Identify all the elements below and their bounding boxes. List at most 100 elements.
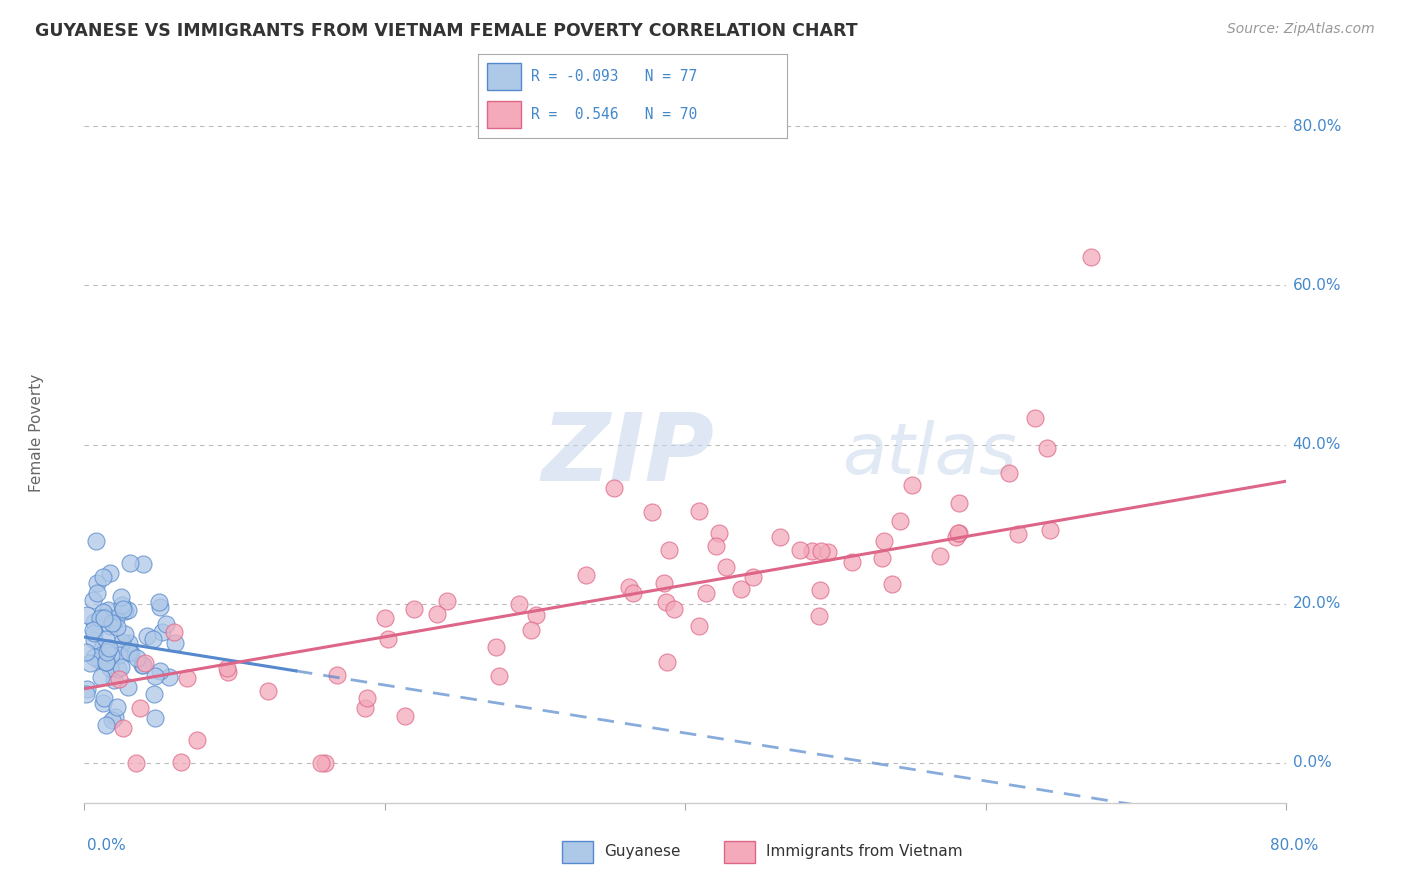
Point — [108, 672, 131, 686]
Point — [143, 668, 166, 682]
Point — [101, 713, 124, 727]
Point — [524, 608, 547, 623]
Text: R = -0.093   N = 77: R = -0.093 N = 77 — [530, 69, 697, 84]
Point — [730, 582, 752, 597]
Point — [217, 665, 239, 680]
Point — [114, 627, 136, 641]
Text: GUYANESE VS IMMIGRANTS FROM VIETNAM FEMALE POVERTY CORRELATION CHART: GUYANESE VS IMMIGRANTS FROM VIETNAM FEMA… — [35, 22, 858, 40]
Point — [93, 696, 115, 710]
Point — [97, 641, 120, 656]
Point — [889, 515, 911, 529]
Point — [110, 591, 132, 605]
Point — [118, 645, 141, 659]
Point — [873, 533, 896, 548]
Point — [882, 577, 904, 591]
Point — [93, 653, 115, 667]
Bar — [488, 62, 522, 90]
Point — [704, 540, 727, 554]
Point — [150, 624, 173, 639]
Point — [655, 595, 678, 609]
Point — [354, 701, 377, 715]
Point — [508, 597, 530, 611]
Point — [98, 661, 121, 675]
Point — [603, 481, 626, 495]
Text: Guyanese: Guyanese — [605, 845, 681, 859]
Point — [186, 733, 208, 747]
Point — [93, 691, 115, 706]
Point — [117, 603, 139, 617]
Point — [640, 505, 662, 519]
Point — [89, 611, 111, 625]
Point — [110, 659, 132, 673]
Point — [149, 600, 172, 615]
Point — [107, 662, 129, 676]
Text: 80.0%: 80.0% — [1292, 119, 1341, 134]
Point — [841, 555, 863, 569]
Point — [215, 661, 238, 675]
Point — [84, 533, 107, 548]
Point — [111, 635, 134, 649]
Point — [90, 641, 112, 656]
Point — [655, 655, 678, 669]
Point — [142, 687, 165, 701]
Point — [170, 755, 193, 769]
Point — [714, 560, 737, 574]
Point — [105, 699, 128, 714]
Point — [800, 543, 823, 558]
Text: atlas: atlas — [842, 420, 1017, 490]
Point — [98, 566, 121, 580]
Point — [94, 656, 117, 670]
Text: 0.0%: 0.0% — [87, 838, 127, 853]
Text: 20.0%: 20.0% — [1292, 596, 1341, 611]
Point — [621, 586, 644, 600]
Point — [96, 655, 118, 669]
Point — [91, 605, 114, 619]
Point — [105, 620, 128, 634]
Point — [946, 525, 969, 540]
Point — [96, 645, 118, 659]
Point — [314, 756, 336, 770]
Point — [520, 624, 543, 638]
Point — [94, 718, 117, 732]
Point — [742, 570, 765, 584]
Point — [100, 616, 122, 631]
Bar — [488, 101, 522, 128]
Text: 40.0%: 40.0% — [1292, 437, 1341, 452]
Point — [82, 593, 104, 607]
Point — [87, 653, 110, 667]
Point — [165, 636, 187, 650]
Point — [142, 632, 165, 646]
Point — [1007, 527, 1029, 541]
Point — [870, 550, 893, 565]
Point — [817, 545, 839, 559]
Point — [997, 466, 1019, 480]
Point — [658, 542, 681, 557]
Point — [143, 711, 166, 725]
Point — [163, 624, 186, 639]
Point — [356, 691, 378, 706]
Point — [83, 615, 105, 630]
Point — [374, 611, 396, 625]
Point — [83, 625, 105, 640]
Point — [127, 651, 149, 665]
Point — [105, 611, 128, 625]
Point — [652, 575, 675, 590]
Point — [157, 670, 180, 684]
Point — [426, 607, 449, 621]
Point — [100, 648, 122, 663]
Point — [789, 543, 811, 558]
Point — [132, 657, 155, 672]
Point — [94, 632, 117, 646]
Point — [75, 687, 97, 701]
Point — [134, 657, 156, 671]
Text: Immigrants from Vietnam: Immigrants from Vietnam — [766, 845, 963, 859]
Point — [86, 586, 108, 600]
Point — [149, 664, 172, 678]
Point — [485, 640, 508, 654]
Point — [112, 602, 135, 616]
Point — [114, 604, 136, 618]
Point — [309, 756, 332, 770]
Point — [104, 710, 127, 724]
Text: ZIP: ZIP — [541, 409, 714, 500]
Point — [377, 632, 399, 646]
